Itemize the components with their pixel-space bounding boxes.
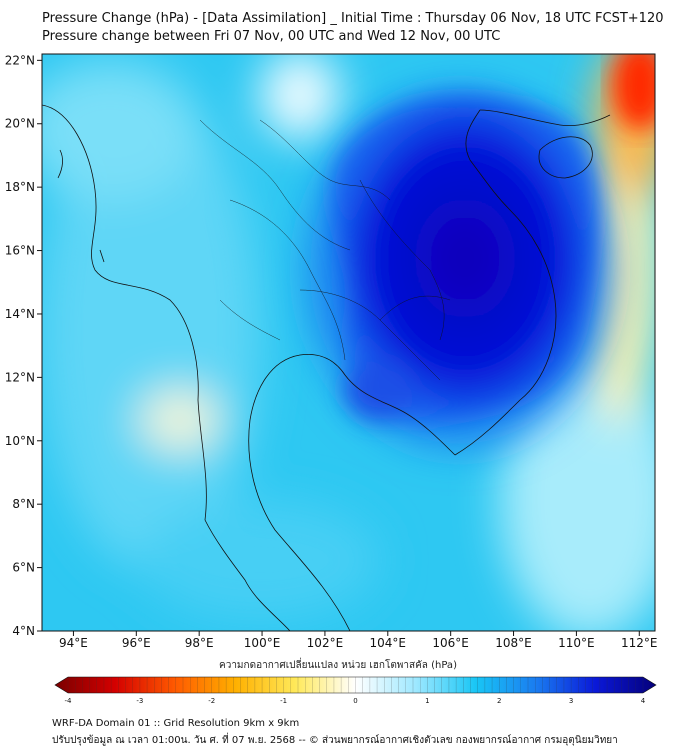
- x-tick-label: 110°E: [558, 636, 595, 650]
- x-tick-label: 94°E: [59, 636, 88, 650]
- x-tick-label: 108°E: [495, 636, 532, 650]
- map-subtitle: Pressure change between Fri 07 Nov, 00 U…: [42, 29, 501, 44]
- y-tick-label: 16°N: [5, 244, 35, 258]
- y-tick-label: 18°N: [5, 180, 35, 194]
- y-tick-label: 20°N: [5, 117, 35, 131]
- x-tick-label: 100°E: [244, 636, 281, 650]
- x-axis: 94°E 96°E 98°E 100°E 102°E 104°E 106°E 108°E 110…: [59, 631, 658, 650]
- x-tick-label: 98°E: [185, 636, 214, 650]
- colorbar-tick-label: -3: [136, 697, 143, 705]
- coastlines: [42, 104, 611, 631]
- y-axis: 4°N 6°N 8°N 10°N 12°N 14°N 16°N 18°N 20°N 22°N: [5, 53, 42, 638]
- colorbar-tick-label: -2: [208, 697, 215, 705]
- colorbar-tick-label: 4: [641, 697, 646, 705]
- colorbar-ticks: -4 -3 -2 -1 0 1 2 3 4: [65, 677, 646, 705]
- y-tick-label: 8°N: [12, 497, 35, 511]
- myanmar-coast: [42, 104, 207, 521]
- x-tick-label: 104°E: [370, 636, 407, 650]
- colorbar-caption: ความกดอากาศเปลี่ยนแปลง หน่วย เฮกโตพาสคัล…: [219, 660, 457, 671]
- x-tick-label: 102°E: [307, 636, 344, 650]
- y-tick-label: 10°N: [5, 434, 35, 448]
- colorbar-tick-label: -4: [65, 697, 73, 705]
- colorbar-tick-label: 1: [425, 697, 429, 705]
- admin-borders: [199, 119, 451, 381]
- x-tick-label: 96°E: [122, 636, 151, 650]
- map-frame: [41, 53, 656, 632]
- colorbar-tick-label: -1: [280, 697, 287, 705]
- pressure-change-field: [42, 54, 655, 631]
- x-tick-label: 106°E: [432, 636, 469, 650]
- x-tick-label: 112°E: [621, 636, 658, 650]
- footer-domain-info: WRF-DA Domain 01 :: Grid Resolution 9km …: [52, 718, 300, 729]
- colorbar-tick-label: 3: [569, 697, 573, 705]
- y-tick-label: 4°N: [12, 624, 35, 638]
- y-tick-label: 12°N: [5, 370, 35, 384]
- y-tick-label: 6°N: [12, 561, 35, 575]
- map-title: Pressure Change (hPa) - [Data Assimilati…: [42, 11, 664, 26]
- colorbar-tick-label: 2: [497, 697, 501, 705]
- y-tick-label: 22°N: [5, 53, 35, 67]
- footer-credit: ปรับปรุงข้อมูล ณ เวลา 01:00น. วัน ศ. ที่…: [52, 735, 618, 746]
- y-tick-label: 14°N: [5, 307, 35, 321]
- colorbar-tick-label: 0: [353, 697, 357, 705]
